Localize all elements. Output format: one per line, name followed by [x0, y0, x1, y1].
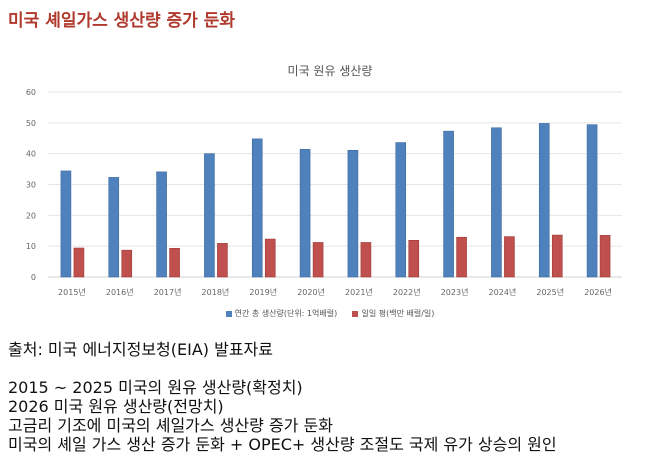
note-line: 2015 ~ 2025 미국의 원유 생산량(확정치) [8, 378, 303, 397]
source-text: 출처: 미국 에너지정보청(EIA) 발표자료 [8, 340, 273, 359]
chart-title: 미국 원유 생산량 [287, 64, 373, 78]
bar-annual [204, 153, 215, 278]
x-tick-label: 2024년 [489, 287, 517, 297]
legend-label-daily: 일일 평(백만 배럴/일) [361, 309, 435, 318]
bar-annual [443, 130, 454, 278]
y-tick-label: 60 [26, 88, 36, 97]
bar-daily [169, 248, 180, 278]
bar-annual [156, 171, 167, 278]
x-tick-label: 2017년 [154, 287, 182, 297]
legend-swatch-daily [352, 310, 359, 317]
x-tick-label: 2016년 [106, 287, 134, 297]
note-line: 고금리 기조에 미국의 셰일가스 생산량 증가 둔화 [8, 416, 333, 435]
bar-annual [538, 123, 550, 278]
y-tick-label: 30 [26, 181, 36, 190]
y-tick-label: 20 [26, 211, 36, 220]
y-tick-label: 40 [26, 150, 36, 159]
y-tick-label: 10 [26, 242, 36, 251]
x-tick-label: 2018년 [202, 287, 230, 297]
bar-annual [347, 149, 359, 278]
legend-item-annual: 연간 총 생산량(단위: 1억배럴) [225, 309, 338, 318]
y-tick-label: 0 [31, 273, 36, 282]
x-tick-label: 2020년 [297, 287, 325, 297]
note-line: 2026 미국 원유 생산량(전망치) [8, 397, 224, 416]
x-tick-label: 2022년 [393, 287, 421, 297]
legend-item-daily: 일일 평(백만 배럴/일) [352, 309, 434, 318]
x-tick-label: 2019년 [249, 287, 277, 297]
legend-label-annual: 연간 총 생산량(단위: 1억배럴) [234, 309, 338, 318]
bar-daily [504, 236, 515, 278]
bar-chart: 0 10 20 30 40 50 60 2015년 2016년 2017년 2018년 2019년 20… [26, 88, 622, 297]
notes: 2015 ~ 2025 미국의 원유 생산량(확정치) 2026 미국 원유 생… [8, 378, 557, 454]
legend: 연간 총 생산량(단위: 1억배럴) 일일 평(백만 배럴/일) [0, 308, 660, 319]
bar-daily [551, 234, 563, 278]
bar-annual [60, 170, 72, 278]
legend-swatch-annual [225, 310, 232, 317]
bar-daily [408, 240, 420, 278]
bar-daily [360, 242, 372, 278]
x-tick-label: 2021년 [345, 287, 373, 297]
bar-daily [217, 243, 228, 278]
bar-daily [456, 236, 467, 278]
x-tick-label: 2015년 [58, 287, 86, 297]
note-line: 미국의 셰일 가스 생산 증가 둔화 + OPEC+ 생산량 조절도 국제 유가… [8, 435, 557, 454]
bar-daily [73, 247, 85, 278]
bar-annual [108, 177, 120, 278]
page-title: 미국 셰일가스 생산량 증가 둔화 [8, 11, 235, 31]
bar-daily [121, 249, 133, 278]
x-tick-label: 2026년 [584, 287, 612, 297]
bar-annual [491, 127, 502, 278]
bar-annual [251, 138, 263, 278]
bar-daily [264, 238, 276, 278]
bar-annual [299, 149, 311, 278]
bar-daily [312, 242, 324, 278]
y-tick-label: 50 [26, 119, 36, 128]
x-tick-label: 2025년 [536, 287, 564, 297]
bar-daily [599, 235, 611, 278]
bar-annual [586, 124, 598, 278]
x-tick-label: 2023년 [441, 287, 469, 297]
bar-annual [395, 142, 407, 278]
